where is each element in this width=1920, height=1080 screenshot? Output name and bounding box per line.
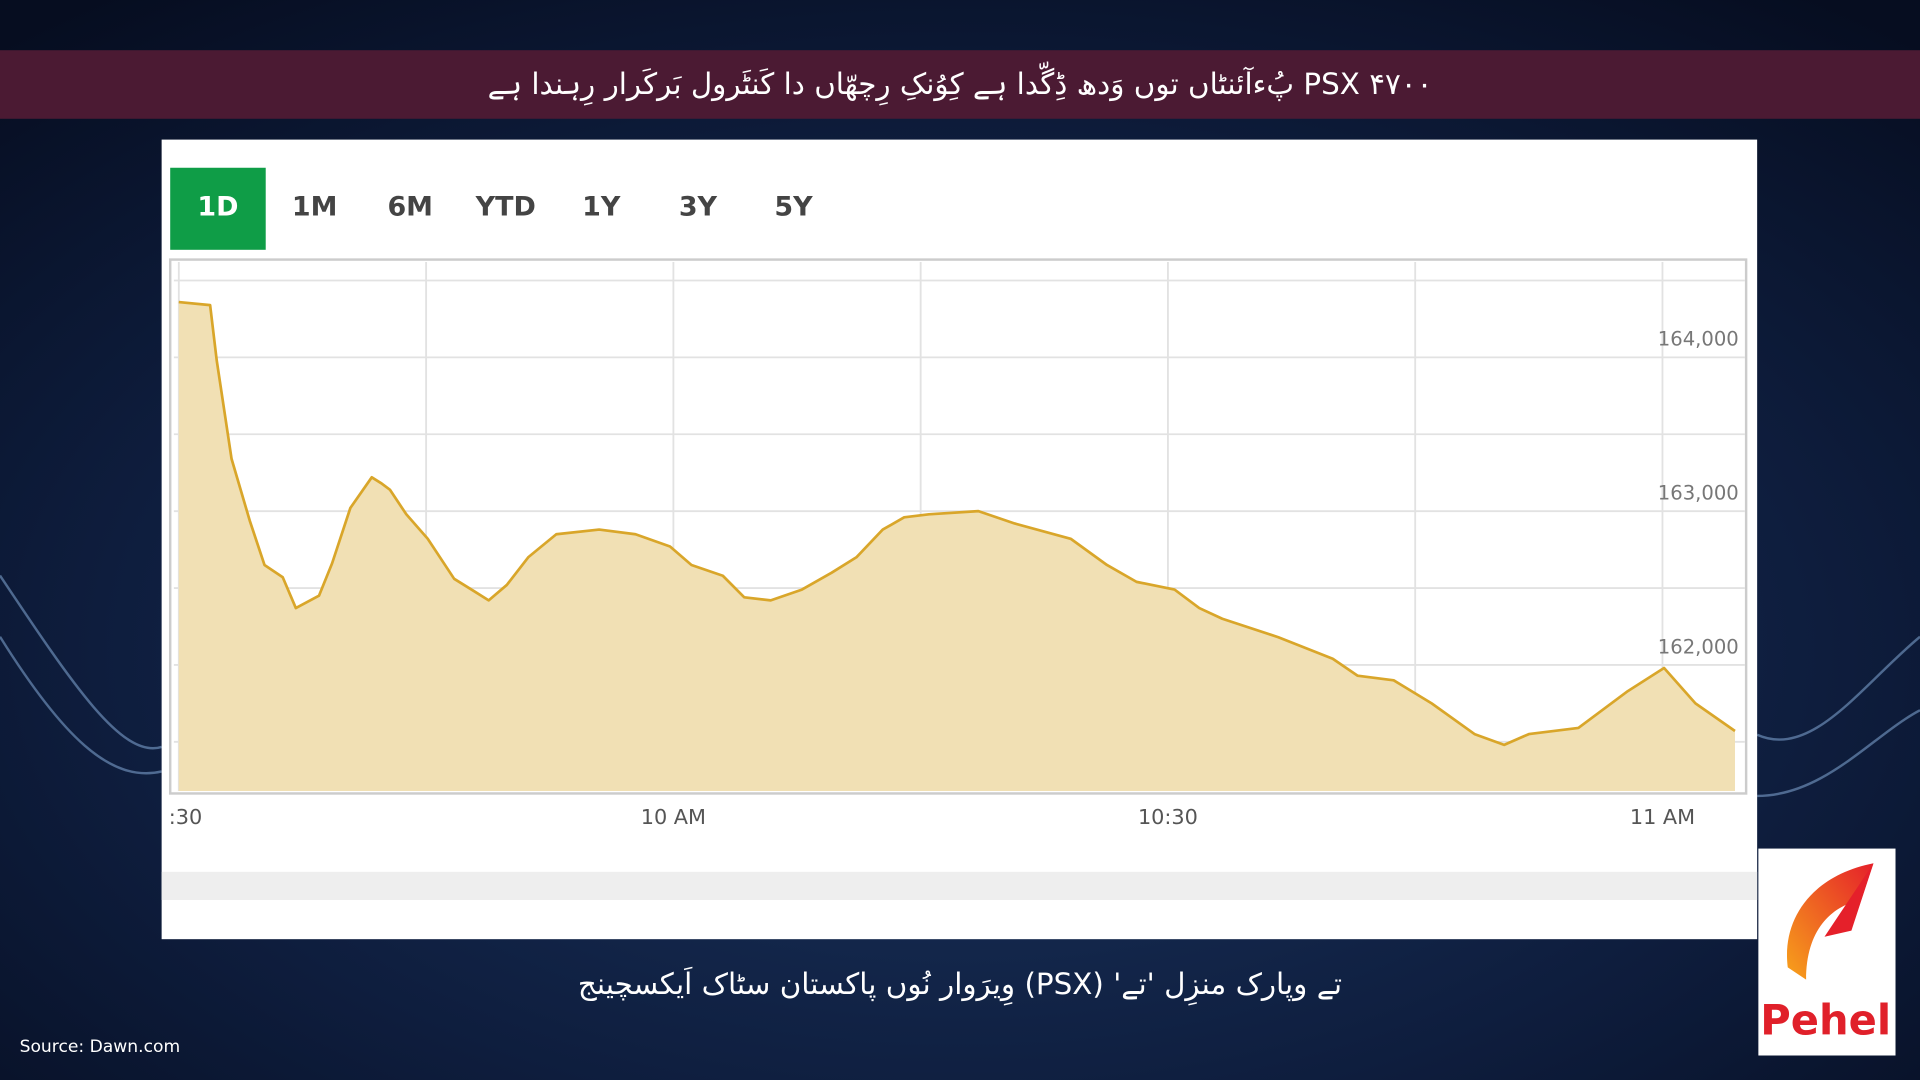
tab-active-bg[interactable]	[170, 167, 266, 250]
tab[interactable]: 3Y	[679, 192, 718, 223]
tab[interactable]: 1D	[197, 192, 238, 223]
headline: PSX ۴۷۰۰ پُءآئنٹاں توں وَدھ ڈِگّدا ہے کِ…	[488, 61, 1433, 106]
logo-icon	[1786, 863, 1874, 980]
x-tick-labels: 9:30 10 AM 10:30 11 AM	[155, 805, 1695, 829]
tab[interactable]: 6M	[387, 192, 433, 223]
x-tick-label: 11 AM	[1630, 805, 1695, 829]
source: Source: Dawn.com	[20, 1037, 181, 1057]
x-tick-label: 9:30	[155, 805, 202, 829]
panel-band	[161, 871, 1758, 900]
decor-lines	[0, 574, 1920, 798]
tab-bar: 1D 1M 6M YTD 1Y 3Y 5Y	[170, 167, 813, 250]
logo-text: Pehel	[1760, 996, 1891, 1045]
tab[interactable]: YTD	[475, 192, 536, 223]
y-tick-label: 163,000	[1658, 482, 1739, 505]
y-tick-label: 164,000	[1658, 328, 1739, 351]
x-tick-label: 10:30	[1138, 805, 1198, 829]
line	[178, 300, 1736, 747]
x-tick-label: 10 AM	[641, 805, 706, 829]
headline-banner	[0, 50, 1920, 119]
caption: تے وپارک منزِل 'تے' (PSX) وِیرَوار نُوں …	[578, 967, 1342, 1007]
tab[interactable]: 1Y	[582, 192, 621, 223]
plot: 162,000 163,000 164,000 9:30 10 AM 10:30 11 AM	[155, 262, 1745, 829]
y-tick-label: 162,000	[1658, 635, 1739, 658]
tab[interactable]: 5Y	[774, 192, 813, 223]
tab[interactable]: 1M	[292, 192, 338, 223]
